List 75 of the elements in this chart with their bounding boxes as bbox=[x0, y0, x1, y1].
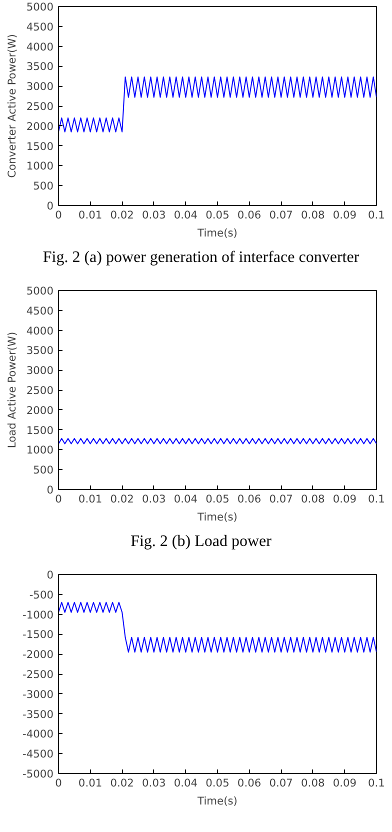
x-tick-label: 0.1 bbox=[368, 492, 385, 506]
x-tick-label: 0.09 bbox=[332, 776, 357, 790]
x-tick-label: 0.06 bbox=[237, 208, 262, 222]
y-tick-label: -4000 bbox=[22, 728, 54, 741]
y-tick-label: 4000 bbox=[26, 40, 54, 54]
x-tick-label: 0.02 bbox=[110, 492, 134, 506]
x-tick-label: 0.07 bbox=[269, 492, 293, 506]
y-tick-label: 5000 bbox=[26, 0, 54, 14]
y-tick-label: 500 bbox=[33, 180, 54, 193]
x-tick-label: 0.03 bbox=[142, 776, 166, 790]
y-tick-label: 3000 bbox=[26, 80, 54, 94]
y-tick-label: 0 bbox=[46, 484, 54, 496]
line-series bbox=[58, 76, 376, 132]
x-tick-label: 0.02 bbox=[110, 776, 134, 790]
y-tick-label: 2000 bbox=[26, 404, 54, 417]
x-tick-label: 0.07 bbox=[269, 208, 293, 222]
x-tick-label: 0.1 bbox=[368, 208, 385, 222]
y-tick-label: 4500 bbox=[26, 20, 54, 34]
x-axis-title: Time(s) bbox=[196, 226, 238, 240]
x-tick-label: 0.01 bbox=[78, 492, 102, 506]
x-tick-label: 0.03 bbox=[142, 208, 166, 222]
x-tick-label: 0.08 bbox=[301, 492, 325, 506]
y-tick-label: 1500 bbox=[26, 424, 54, 437]
x-tick-label: 0.07 bbox=[269, 776, 293, 790]
y-tick-label: 3500 bbox=[26, 60, 54, 74]
y-tick-label: 0 bbox=[46, 200, 54, 212]
x-axis-title: Time(s) bbox=[196, 794, 238, 808]
x-tick-label: 0 bbox=[55, 208, 62, 222]
x-tick-label: 0.1 bbox=[368, 776, 385, 790]
x-axis-title: Time(s) bbox=[196, 510, 238, 524]
y-tick-label: -3000 bbox=[22, 688, 54, 701]
y-tick-label: 2000 bbox=[26, 120, 54, 133]
x-tick-label: 0.06 bbox=[237, 776, 262, 790]
y-tick-label: 2500 bbox=[26, 384, 54, 397]
y-axis-title: Converter Active Power(W) bbox=[5, 34, 18, 178]
x-tick-label: 0.08 bbox=[301, 776, 325, 790]
y-tick-label: 3000 bbox=[26, 364, 54, 378]
x-tick-label: 0.05 bbox=[206, 776, 230, 790]
x-tick-label: 0.02 bbox=[110, 208, 134, 222]
y-tick-label: 5000 bbox=[26, 284, 54, 298]
x-tick-label: 0.04 bbox=[174, 208, 198, 222]
y-tick-label: 2500 bbox=[26, 100, 54, 113]
x-tick-label: 0.06 bbox=[237, 492, 262, 506]
y-axis-title: Load Active Power(W) bbox=[5, 332, 18, 448]
x-tick-label: 0.08 bbox=[301, 208, 325, 222]
x-tick-label: 0.09 bbox=[332, 492, 357, 506]
x-tick-label: 0 bbox=[55, 776, 62, 790]
y-tick-label: -4500 bbox=[22, 748, 54, 761]
x-tick-label: 0.01 bbox=[78, 776, 102, 790]
y-tick-label: -1000 bbox=[22, 608, 54, 622]
y-tick-label: 1000 bbox=[26, 160, 54, 173]
y-tick-label: 0 bbox=[46, 568, 54, 582]
y-tick-label: 3500 bbox=[26, 344, 54, 358]
y-tick-label: 1500 bbox=[26, 140, 54, 153]
x-tick-label: 0.05 bbox=[206, 208, 230, 222]
y-tick-label: -3500 bbox=[22, 708, 54, 721]
y-tick-label: -2500 bbox=[22, 668, 54, 681]
x-tick-label: 0.04 bbox=[174, 776, 198, 790]
y-tick-label: -1500 bbox=[22, 628, 54, 642]
y-tick-label: 500 bbox=[33, 464, 54, 477]
y-tick-label: 4000 bbox=[26, 324, 54, 338]
x-tick-label: 0.01 bbox=[78, 208, 102, 222]
caption: Fig. 2 (b) Load power bbox=[130, 532, 272, 552]
x-tick-label: 0 bbox=[55, 492, 62, 506]
y-tick-label: 1000 bbox=[26, 444, 54, 457]
x-tick-label: 0.09 bbox=[332, 208, 357, 222]
y-tick-label: -5000 bbox=[22, 768, 54, 780]
line-series bbox=[58, 602, 376, 653]
caption: Fig. 2 (a) power generation of interface converter bbox=[42, 248, 360, 268]
x-tick-label: 0.05 bbox=[206, 492, 230, 506]
x-tick-label: 0.04 bbox=[174, 492, 198, 506]
x-tick-label: 0.03 bbox=[142, 492, 166, 506]
y-tick-label: -500 bbox=[29, 588, 54, 602]
y-tick-label: -2000 bbox=[22, 648, 54, 662]
y-tick-label: 4500 bbox=[26, 304, 54, 318]
